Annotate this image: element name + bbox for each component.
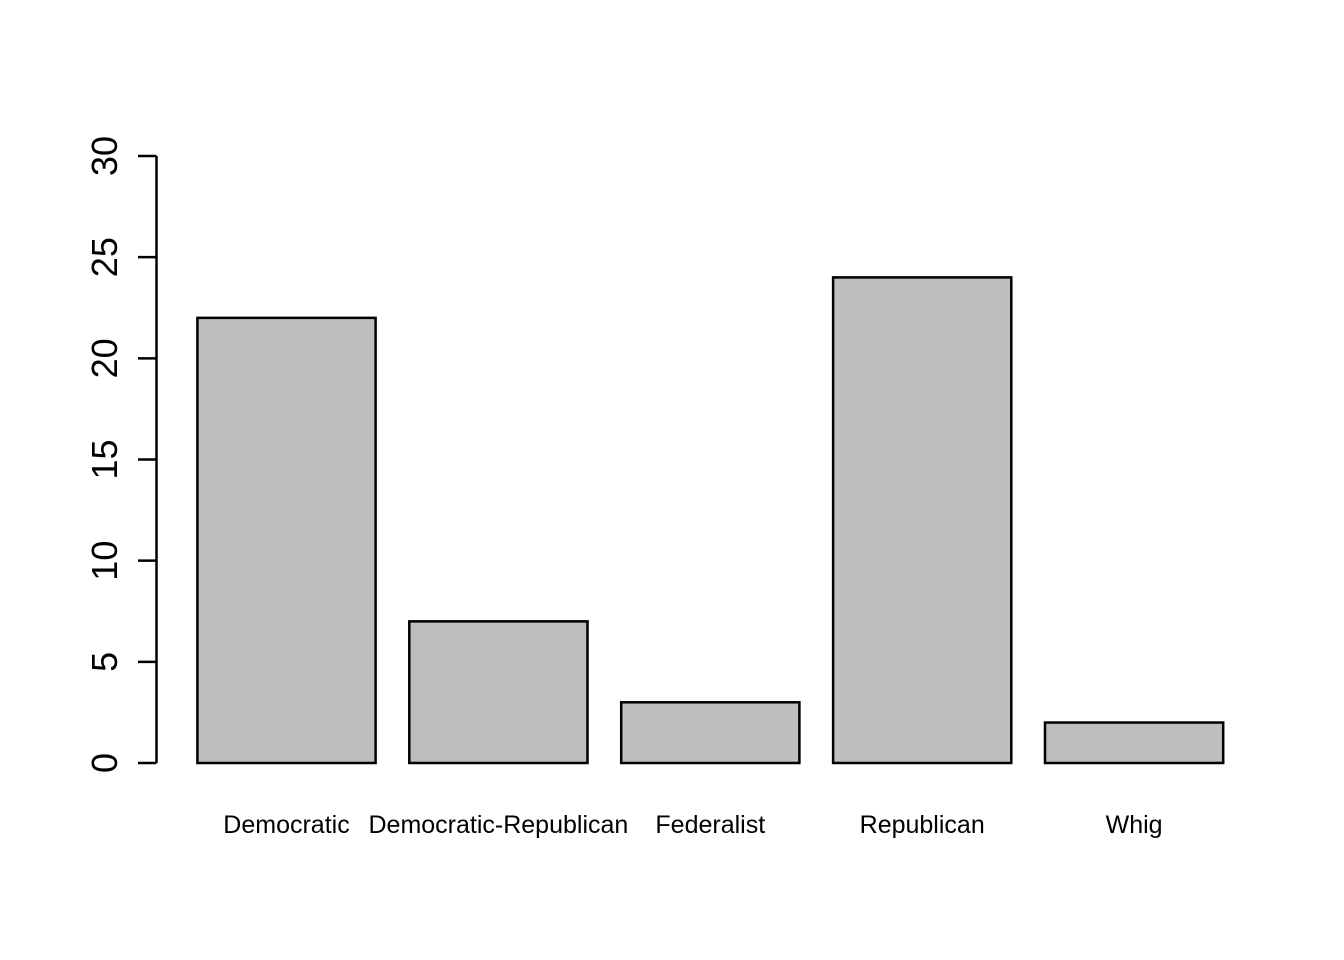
y-axis-tick-label-30: 30 xyxy=(84,136,125,176)
bar-democratic xyxy=(196,316,377,765)
y-axis-tick-label-15: 15 xyxy=(84,439,125,479)
y-axis-tick-label-25: 25 xyxy=(84,237,125,277)
bar-democratic-republican xyxy=(408,620,589,765)
bar-whig xyxy=(1043,721,1225,765)
x-axis-category-label-democratic: Democratic xyxy=(223,811,349,839)
y-axis-tick-label-20: 20 xyxy=(84,338,125,378)
x-axis-category-label-democratic-republican: Democratic-Republican xyxy=(368,811,628,839)
bar-republican xyxy=(831,276,1013,765)
x-axis-category-label-republican: Republican xyxy=(860,811,985,839)
y-axis-tick-label-10: 10 xyxy=(84,541,125,581)
x-axis-category-label-federalist: Federalist xyxy=(655,811,765,839)
bar-federalist xyxy=(619,701,801,765)
y-axis-tick-label-5: 5 xyxy=(84,652,125,672)
y-axis-tick-label-0: 0 xyxy=(84,753,125,773)
x-axis-category-label-whig: Whig xyxy=(1106,811,1163,839)
